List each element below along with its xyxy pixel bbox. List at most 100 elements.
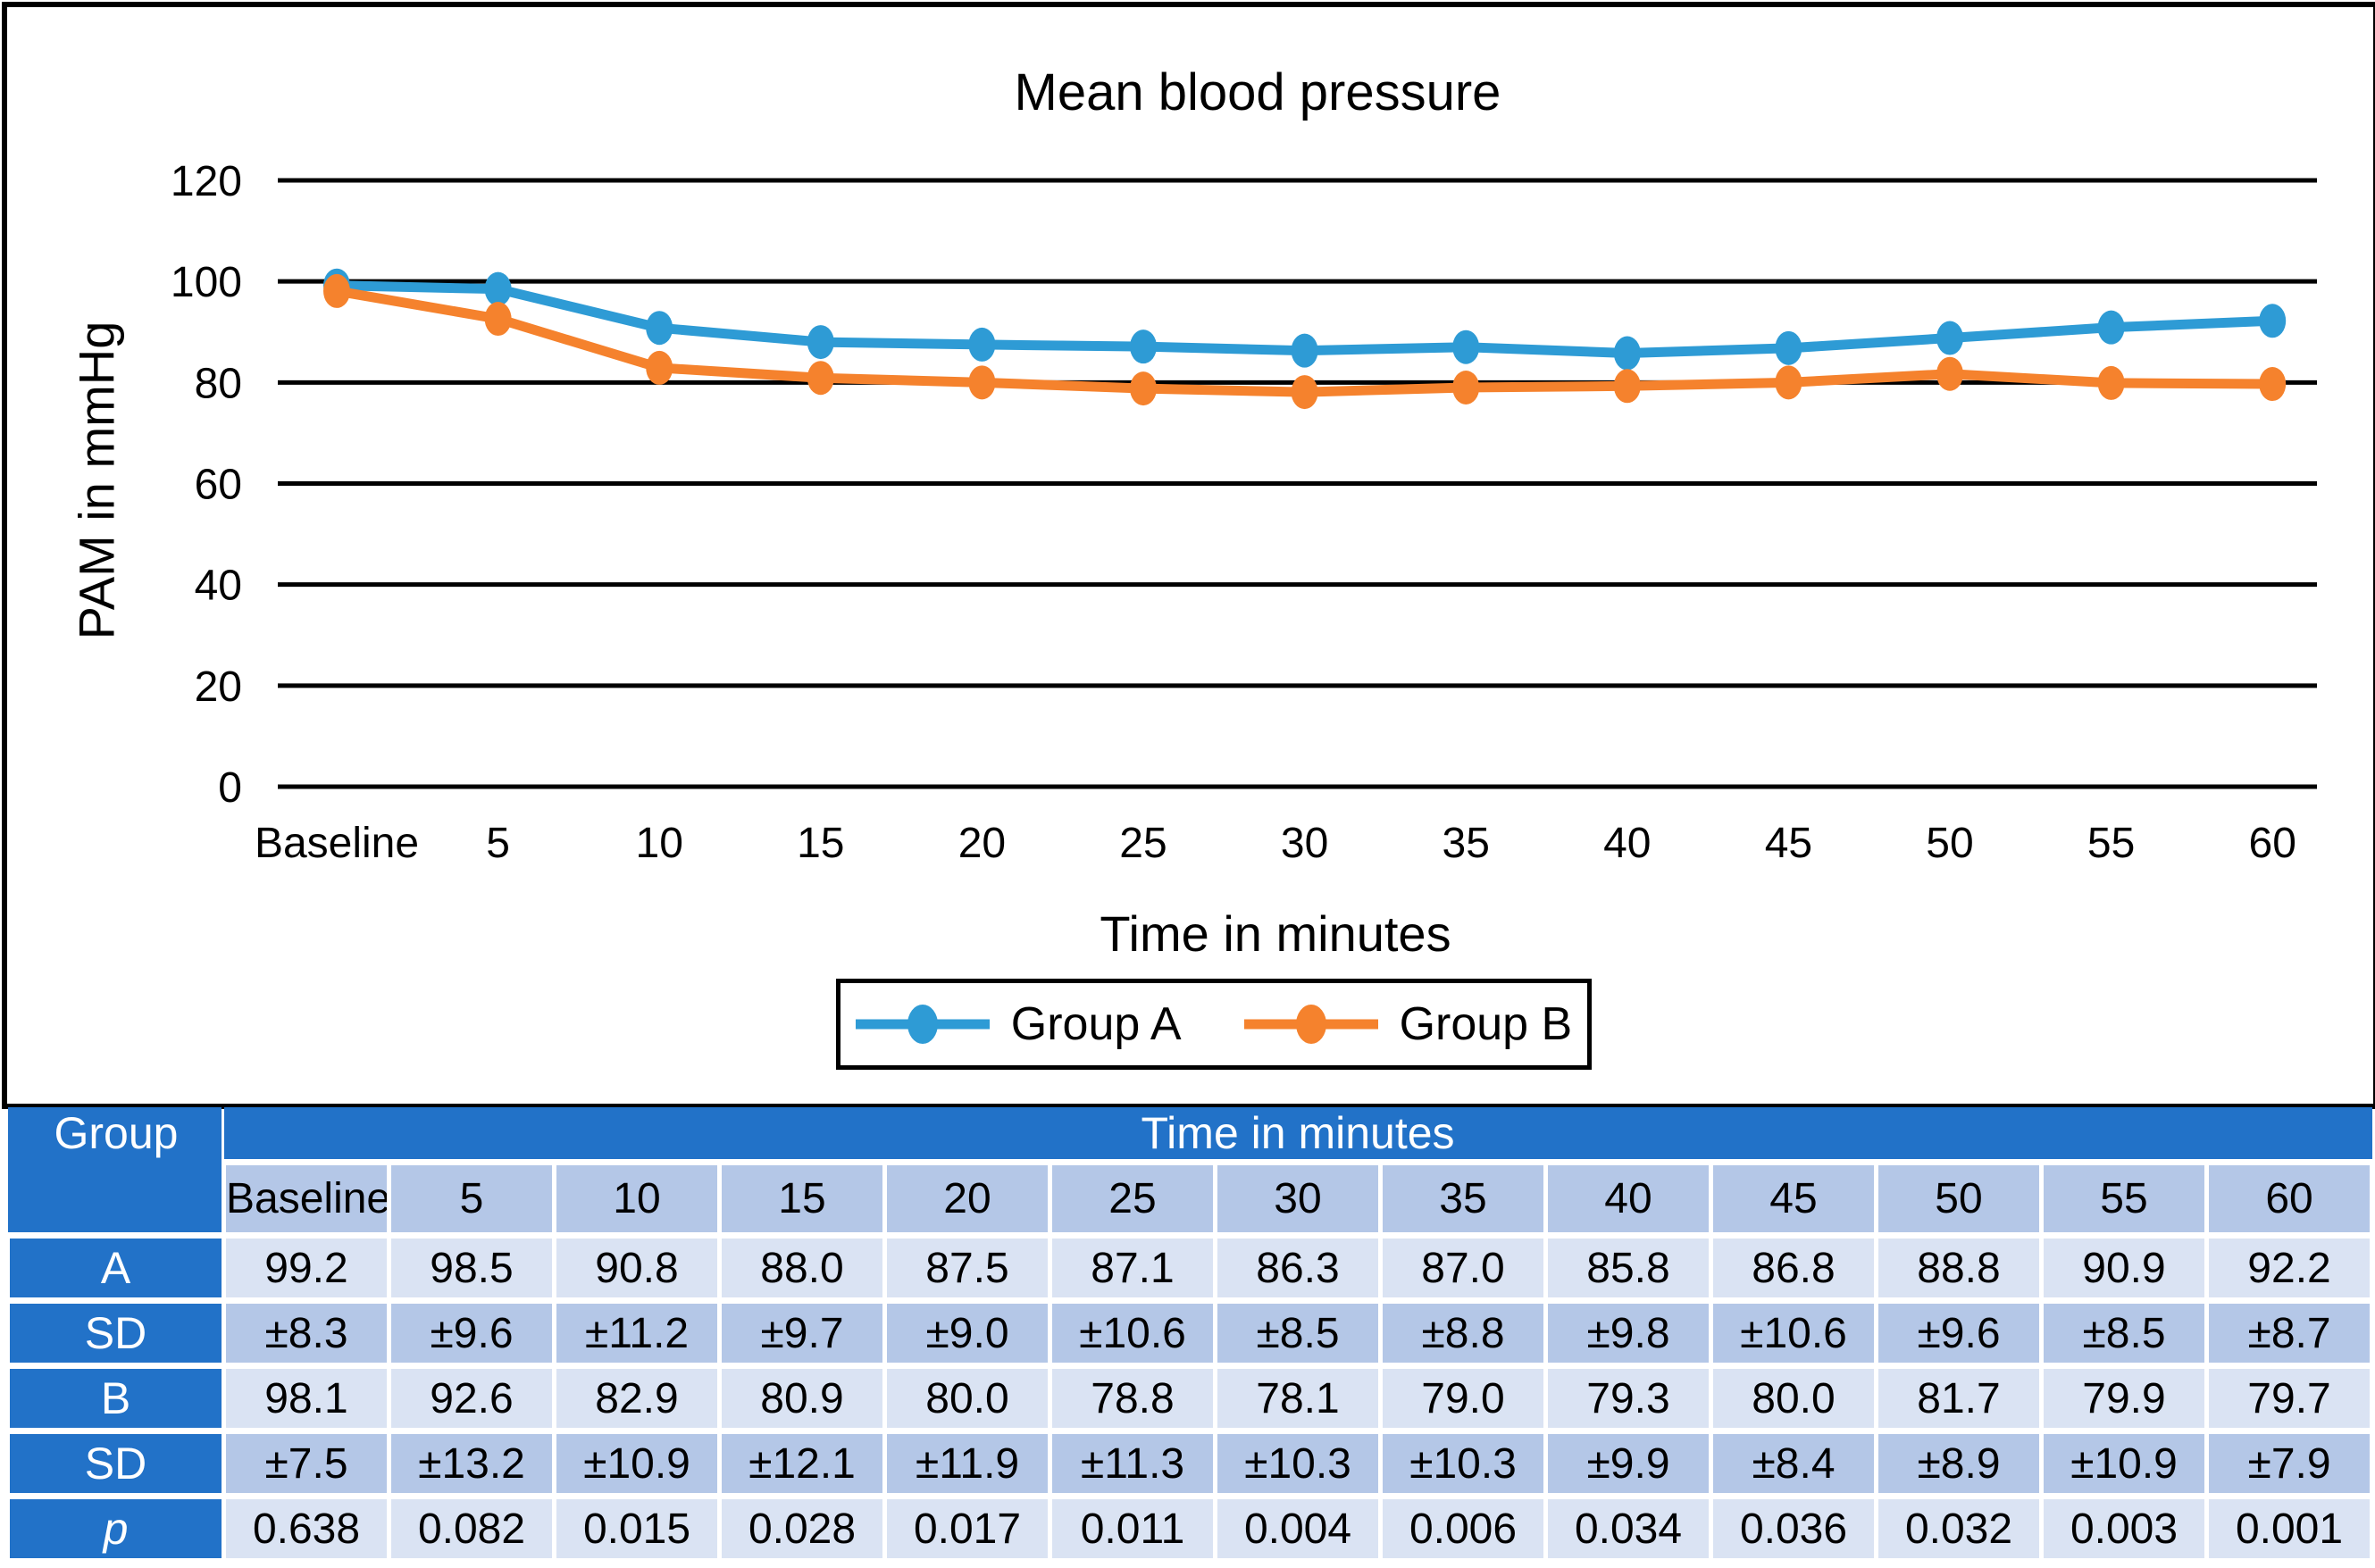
x-tick-label: 50 — [1926, 820, 1973, 867]
table-cell: 80.9 — [717, 1363, 887, 1434]
data-point-marker — [1291, 333, 1318, 368]
y-tick-label: 120 — [171, 158, 242, 205]
table-row: SD ±8.3 ±9.6 ±11.2 ±9.7 ±9.0 ±10.6 ±8.5 ±8.8 ±9.8… — [5, 1297, 2375, 1369]
table-cell: 98.5 — [387, 1232, 556, 1304]
table-row: SD ±7.5 ±13.2 ±10.9 ±12.1 ±11.9 ±11.3 ±10.3 ±10.… — [5, 1428, 2375, 1499]
data-point-marker — [1936, 321, 1963, 355]
x-tick-label: 45 — [1765, 820, 1812, 867]
x-tick-label: 40 — [1603, 820, 1651, 867]
data-point-marker — [1291, 375, 1318, 410]
table-cell: 0.004 — [1213, 1493, 1383, 1564]
table-cell: 80.0 — [1709, 1363, 1878, 1434]
data-point-marker — [323, 273, 350, 308]
x-tick-label: 35 — [1443, 820, 1490, 867]
legend-item: Group A — [855, 997, 1182, 1051]
table-row: p 0.638 0.082 0.015 0.028 0.017 0.011 0.004 0.00… — [5, 1493, 2375, 1564]
table-cell: 87.5 — [882, 1232, 1052, 1304]
data-point-marker — [1130, 329, 1157, 364]
x-tick-label: 20 — [958, 820, 1006, 867]
table-corner-header: Group — [7, 1107, 224, 1236]
table-cell: 99.2 — [222, 1232, 391, 1304]
table-cell: 0.638 — [222, 1493, 391, 1564]
table-column-header: 25 — [1048, 1159, 1217, 1239]
table-cell: 90.9 — [2039, 1232, 2209, 1304]
table-cell: 0.006 — [1378, 1493, 1548, 1564]
table-cell: 80.0 — [882, 1363, 1052, 1434]
table-cell: ±11.9 — [882, 1428, 1052, 1499]
table-cell: 79.9 — [2039, 1363, 2209, 1434]
y-tick-label: 40 — [195, 563, 242, 610]
x-tick-label: 55 — [2087, 820, 2135, 867]
table-cell: 0.017 — [882, 1493, 1052, 1564]
table-row-label: A — [5, 1232, 226, 1304]
data-point-marker — [968, 327, 996, 362]
data-point-marker — [807, 361, 834, 396]
data-point-marker — [646, 311, 673, 346]
table-cell: 88.8 — [1874, 1232, 2044, 1304]
table-cell: 0.032 — [1874, 1493, 2044, 1564]
chart-legend: Group A Group B — [836, 979, 1592, 1070]
table-cell: ±9.6 — [1874, 1297, 2044, 1369]
table-cell: 92.6 — [387, 1363, 556, 1434]
data-point-marker — [2259, 304, 2287, 338]
table-cell: 87.1 — [1048, 1232, 1217, 1304]
data-point-marker — [1775, 365, 1802, 400]
x-tick-label: 25 — [1119, 820, 1167, 867]
table-cell: ±10.3 — [1378, 1428, 1548, 1499]
table-row: B 98.1 92.6 82.9 80.9 80.0 78.8 78.1 79.0 79.3 80.… — [5, 1363, 2375, 1434]
table-cell: 0.003 — [2039, 1493, 2209, 1564]
x-tick-label: 30 — [1281, 820, 1328, 867]
table-cell: 79.0 — [1378, 1363, 1548, 1434]
table-cell: 82.9 — [552, 1363, 722, 1434]
table-column-header: Baseline — [222, 1159, 391, 1239]
data-point-marker — [807, 325, 834, 360]
table-cell: ±9.6 — [387, 1297, 556, 1369]
legend-label: Group B — [1399, 998, 1573, 1050]
table-cell: ±9.8 — [1543, 1297, 1713, 1369]
table-cell: ±7.5 — [222, 1428, 391, 1499]
table-cell: 0.082 — [387, 1493, 556, 1564]
data-point-marker — [968, 365, 996, 400]
table-row-label: p — [5, 1493, 226, 1564]
table-cell: ±10.9 — [2039, 1428, 2209, 1499]
y-axis-title: PAM in mmHg — [68, 321, 125, 640]
table-cell: ±10.6 — [1048, 1297, 1217, 1369]
table-cell: ±12.1 — [717, 1428, 887, 1499]
data-point-marker — [2097, 310, 2125, 345]
table-column-header: 50 — [1874, 1159, 2044, 1239]
table-cell: ±8.7 — [2204, 1297, 2375, 1369]
table-row: A 99.2 98.5 90.8 88.0 87.5 87.1 86.3 87.0 85.8 86.… — [5, 1232, 2375, 1304]
chart-panel: 0 20 40 60 80 100 120 Baseline 5 10 15 20 25 30 35 40 45… — [2, 2, 2375, 1109]
table-row-label: SD — [5, 1428, 226, 1499]
x-tick-label: 15 — [797, 820, 844, 867]
table-cell: 85.8 — [1543, 1232, 1713, 1304]
table-cell: 92.2 — [2204, 1232, 2375, 1304]
table-cell: 0.001 — [2204, 1493, 2375, 1564]
table-cell: 0.011 — [1048, 1493, 1217, 1564]
table-cell: 0.015 — [552, 1493, 722, 1564]
x-tick-label: 5 — [486, 820, 510, 867]
x-axis-title: Time in minutes — [1100, 905, 1451, 962]
data-point-marker — [646, 350, 673, 385]
data-table: Group Time in minutes Baseline 5 10 15 20 25 30 3… — [5, 1107, 2375, 1564]
line-chart: 0 20 40 60 80 100 120 Baseline 5 10 15 20 25 30 35 40 45… — [171, 158, 2317, 867]
y-tick-label: 80 — [195, 360, 242, 407]
y-tick-label: 60 — [195, 462, 242, 509]
table-cell: 98.1 — [222, 1363, 391, 1434]
table-cell: ±8.5 — [1213, 1297, 1383, 1369]
data-point-marker — [1452, 329, 1480, 364]
data-point-marker — [1775, 330, 1802, 365]
table-cell: ±7.9 — [2204, 1428, 2375, 1499]
table-cell: ±8.4 — [1709, 1428, 1878, 1499]
table-cell: 87.0 — [1378, 1232, 1548, 1304]
y-tick-label: 0 — [218, 764, 242, 812]
table-column-header: 30 — [1213, 1159, 1383, 1239]
table-span-header: Time in minutes — [223, 1107, 2372, 1163]
data-point-marker — [1613, 369, 1641, 404]
table-cell: ±10.9 — [552, 1428, 722, 1499]
table-row-label: SD — [5, 1297, 226, 1369]
table-row-label: B — [5, 1363, 226, 1434]
table-cell: ±9.0 — [882, 1297, 1052, 1369]
x-tick-label: Baseline — [255, 820, 419, 867]
